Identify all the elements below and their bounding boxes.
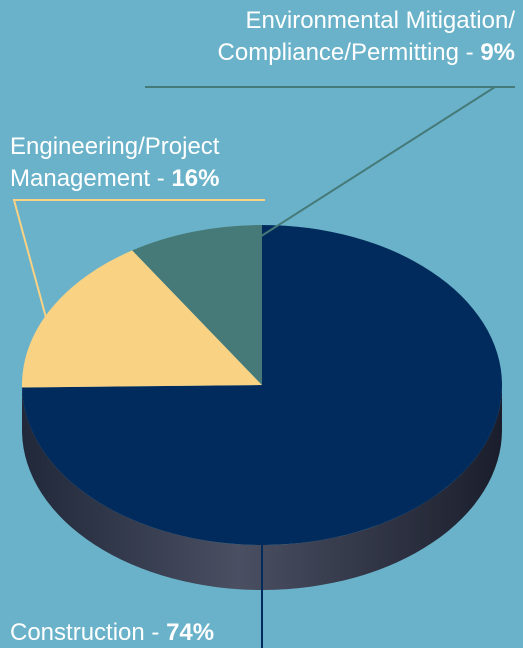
pie-slice bbox=[132, 225, 262, 385]
slice-label: Construction - 74% bbox=[10, 619, 214, 646]
labels: Construction - 74% Engineering/Project Man… bbox=[10, 7, 515, 646]
separator: - bbox=[150, 165, 171, 192]
category-name: Environmental Mitigation/ bbox=[246, 7, 516, 34]
slice-label: Management - 16% bbox=[10, 165, 219, 192]
value-label: 9% bbox=[480, 39, 515, 66]
separator: - bbox=[459, 39, 480, 66]
category-name: Management bbox=[10, 165, 150, 192]
slice-label: Compliance/Permitting - 9% bbox=[218, 39, 515, 66]
leader-line bbox=[12, 199, 265, 326]
value-label: 74% bbox=[166, 619, 214, 646]
pie-slice bbox=[22, 250, 262, 388]
slice-label: Environmental Mitigation/ bbox=[246, 7, 516, 34]
category-name: Construction bbox=[10, 619, 145, 646]
pie-side bbox=[22, 385, 502, 590]
category-name: Compliance/Permitting bbox=[218, 39, 459, 66]
category-name: Engineering/Project bbox=[10, 133, 220, 160]
separator: - bbox=[145, 619, 166, 646]
value-label: 16% bbox=[171, 165, 219, 192]
pie bbox=[22, 225, 502, 590]
slice-label: Engineering/Project bbox=[10, 133, 220, 160]
pie-slice bbox=[22, 225, 502, 545]
